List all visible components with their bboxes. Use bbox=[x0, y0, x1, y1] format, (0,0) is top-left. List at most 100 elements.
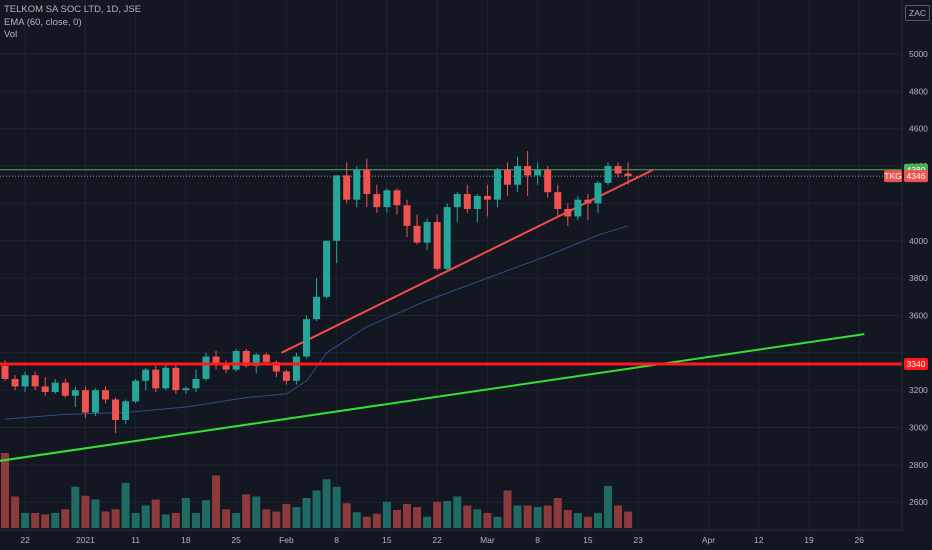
volume-bar bbox=[583, 516, 592, 528]
y-axis-tick-label: 2800 bbox=[909, 460, 928, 470]
candle-body bbox=[433, 222, 441, 269]
candle-body bbox=[282, 371, 290, 381]
candle-body bbox=[262, 354, 270, 363]
volume-bar bbox=[553, 498, 562, 528]
ticker-tag: TKG bbox=[884, 171, 901, 181]
volume-bar bbox=[473, 509, 482, 528]
candle bbox=[162, 364, 170, 391]
legend-ema[interactable]: EMA (60, close, 0) bbox=[4, 16, 82, 28]
candle-body bbox=[363, 169, 371, 195]
volume-bar bbox=[212, 475, 221, 528]
candle-body bbox=[112, 399, 120, 421]
support-price-tag: 3340 bbox=[907, 359, 926, 369]
volume-bar bbox=[252, 496, 261, 528]
volume-bar bbox=[161, 514, 170, 528]
candle-body bbox=[242, 350, 250, 366]
volume-bar bbox=[483, 513, 492, 528]
x-axis-tick-label: 8 bbox=[334, 535, 339, 545]
volume-bar bbox=[523, 505, 532, 528]
volume-bar bbox=[141, 505, 150, 528]
candle bbox=[333, 175, 341, 264]
candle-body bbox=[303, 319, 310, 357]
volume-bar bbox=[453, 496, 462, 528]
x-axis-tick-label: 18 bbox=[181, 535, 191, 545]
candle bbox=[433, 214, 441, 271]
currency-badge[interactable]: ZAC bbox=[905, 5, 930, 21]
volume-bar bbox=[433, 501, 442, 528]
x-axis-tick-label: 11 bbox=[131, 535, 140, 545]
candle-body bbox=[81, 390, 89, 413]
candle-body bbox=[222, 364, 230, 370]
volume-bar bbox=[41, 514, 50, 528]
volume-bar bbox=[121, 483, 130, 528]
candle-body bbox=[21, 375, 29, 387]
y-axis-tick-label: 5000 bbox=[909, 49, 928, 59]
volume-bar bbox=[262, 509, 271, 528]
legend-vol[interactable]: Vol bbox=[4, 29, 18, 40]
candle-body bbox=[41, 386, 49, 393]
candle-body bbox=[534, 169, 542, 176]
candle bbox=[112, 397, 120, 434]
volume-bar bbox=[282, 504, 291, 528]
volume-bar bbox=[463, 505, 472, 528]
candle bbox=[51, 378, 59, 394]
candle-body bbox=[403, 205, 411, 226]
volume-bar bbox=[533, 507, 542, 528]
candle-body bbox=[584, 199, 592, 204]
volume-bar bbox=[342, 503, 351, 528]
candle-body bbox=[514, 166, 522, 185]
candle-body bbox=[71, 390, 79, 396]
candle-body bbox=[343, 175, 351, 200]
candle-body bbox=[11, 378, 19, 387]
y-axis-tick-label: 4000 bbox=[909, 236, 928, 246]
candle-body bbox=[383, 190, 391, 208]
ticker-tag-bg bbox=[884, 170, 902, 183]
candle-body bbox=[463, 194, 471, 210]
candle-body bbox=[594, 182, 602, 204]
candle bbox=[91, 388, 99, 417]
candle bbox=[383, 188, 391, 213]
candle-body bbox=[152, 369, 160, 389]
candle bbox=[41, 377, 49, 396]
volume-bar bbox=[61, 509, 70, 528]
candle-body bbox=[333, 175, 341, 241]
candle-body bbox=[544, 169, 552, 193]
candle-body bbox=[423, 222, 431, 243]
candle-body bbox=[192, 378, 200, 389]
volume-bar bbox=[403, 504, 411, 528]
candle-body bbox=[353, 169, 361, 200]
candle-body bbox=[182, 388, 190, 391]
candle bbox=[413, 214, 421, 245]
x-axis-tick-label: 12 bbox=[754, 535, 764, 545]
candle bbox=[132, 378, 140, 404]
volume-bar bbox=[111, 509, 120, 528]
volume-bar bbox=[382, 501, 391, 528]
candle-body bbox=[413, 225, 421, 243]
volume-bar bbox=[413, 507, 422, 528]
candle-body bbox=[554, 192, 562, 210]
volume-bar bbox=[91, 499, 100, 528]
candle-body bbox=[373, 194, 381, 208]
y-axis-tick-label: 4800 bbox=[909, 86, 928, 96]
candle bbox=[31, 371, 39, 391]
candle bbox=[102, 386, 109, 404]
candle-body bbox=[232, 350, 240, 370]
y-axis-tick-label: 3000 bbox=[909, 423, 928, 433]
x-axis-tick-label: Feb bbox=[279, 535, 294, 545]
volume-bar bbox=[362, 516, 371, 528]
candle bbox=[61, 378, 69, 398]
candle-body bbox=[624, 173, 632, 177]
x-axis-tick-label: 15 bbox=[382, 535, 392, 545]
volume-bar bbox=[614, 505, 623, 528]
legend-symbol[interactable]: TELKOM SA SOC LTD, 1D, JSE bbox=[4, 4, 142, 15]
x-axis-tick-label: 25 bbox=[231, 535, 241, 545]
volume-bar bbox=[71, 486, 80, 528]
candle bbox=[323, 240, 331, 299]
candle bbox=[554, 184, 562, 217]
candle-body bbox=[202, 356, 210, 379]
candle bbox=[423, 218, 431, 251]
candle bbox=[403, 199, 411, 238]
candle bbox=[282, 369, 290, 385]
candle-body bbox=[91, 390, 99, 413]
